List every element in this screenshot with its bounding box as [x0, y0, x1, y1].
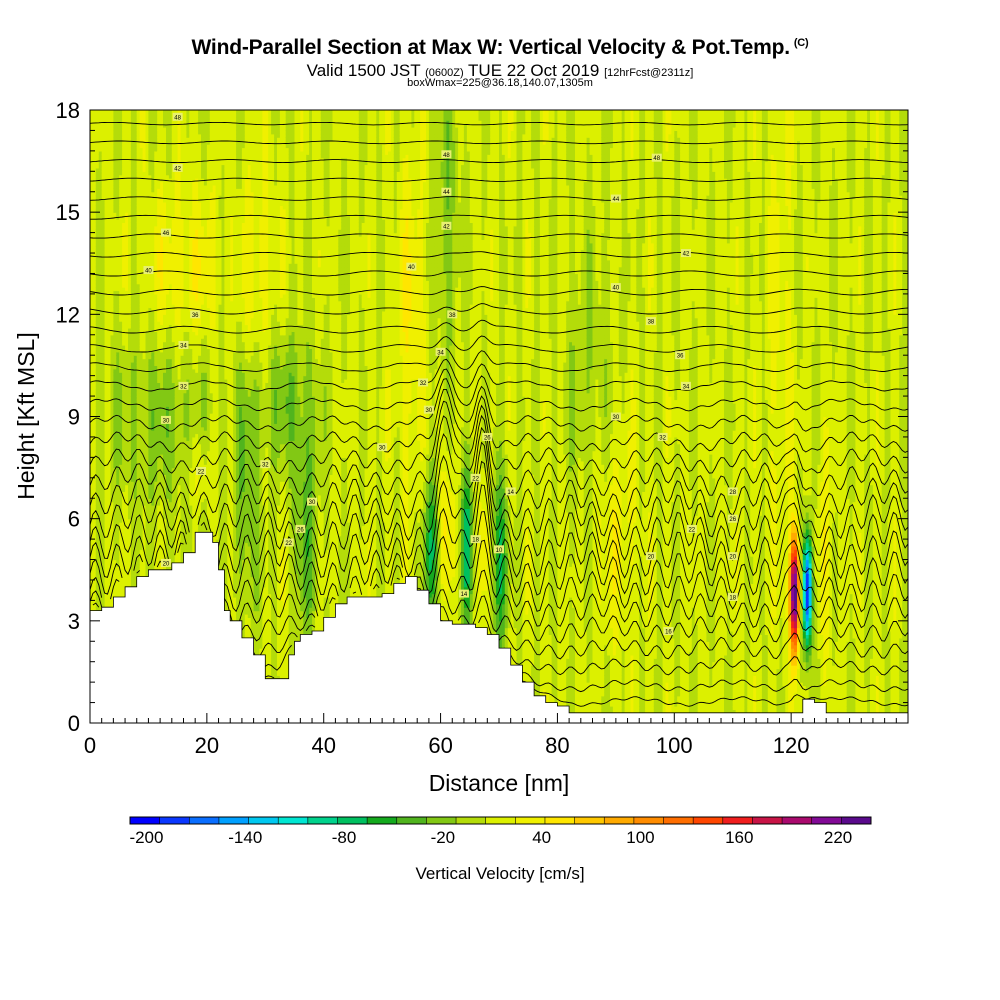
w-cell — [96, 355, 100, 359]
w-cell — [108, 338, 112, 342]
w-cell — [96, 144, 100, 148]
w-cell — [96, 267, 100, 271]
w-cell — [108, 444, 112, 448]
w-cell — [108, 464, 112, 468]
w-cell — [108, 284, 112, 288]
w-cell — [96, 154, 100, 158]
w-cell — [96, 284, 100, 288]
w-cell — [96, 233, 100, 237]
w-cell — [96, 427, 100, 431]
w-cell — [108, 386, 112, 390]
w-cell — [108, 325, 112, 329]
w-cell — [96, 318, 100, 322]
w-cell — [96, 134, 100, 138]
w-cell — [96, 386, 100, 390]
w-cell — [96, 372, 100, 376]
w-cell — [96, 250, 100, 254]
cross-section-plot: 4842464036343230222032302622304844424038… — [0, 0, 1000, 1000]
w-cell — [96, 141, 100, 145]
w-cell — [108, 318, 112, 322]
w-cell — [96, 202, 100, 206]
w-cell — [108, 393, 112, 397]
w-cell — [96, 464, 100, 468]
w-cell — [108, 355, 112, 359]
w-cell — [108, 372, 112, 376]
w-cell — [96, 301, 100, 305]
w-cell — [108, 447, 112, 451]
w-cell — [96, 188, 100, 192]
w-cell — [96, 447, 100, 451]
w-cell — [96, 243, 100, 247]
w-cell — [108, 263, 112, 267]
w-cell — [96, 570, 100, 574]
w-cell — [96, 410, 100, 414]
w-cell — [96, 171, 100, 175]
w-cell — [108, 410, 112, 414]
w-cell — [96, 226, 100, 230]
w-cell — [96, 481, 100, 485]
w-cell — [108, 301, 112, 305]
w-cell — [108, 427, 112, 431]
w-cell — [96, 393, 100, 397]
w-cell — [96, 444, 100, 448]
w-cell — [96, 263, 100, 267]
w-cell — [108, 267, 112, 271]
w-cell — [96, 195, 100, 199]
w-cell — [96, 338, 100, 342]
w-cell — [108, 498, 112, 502]
